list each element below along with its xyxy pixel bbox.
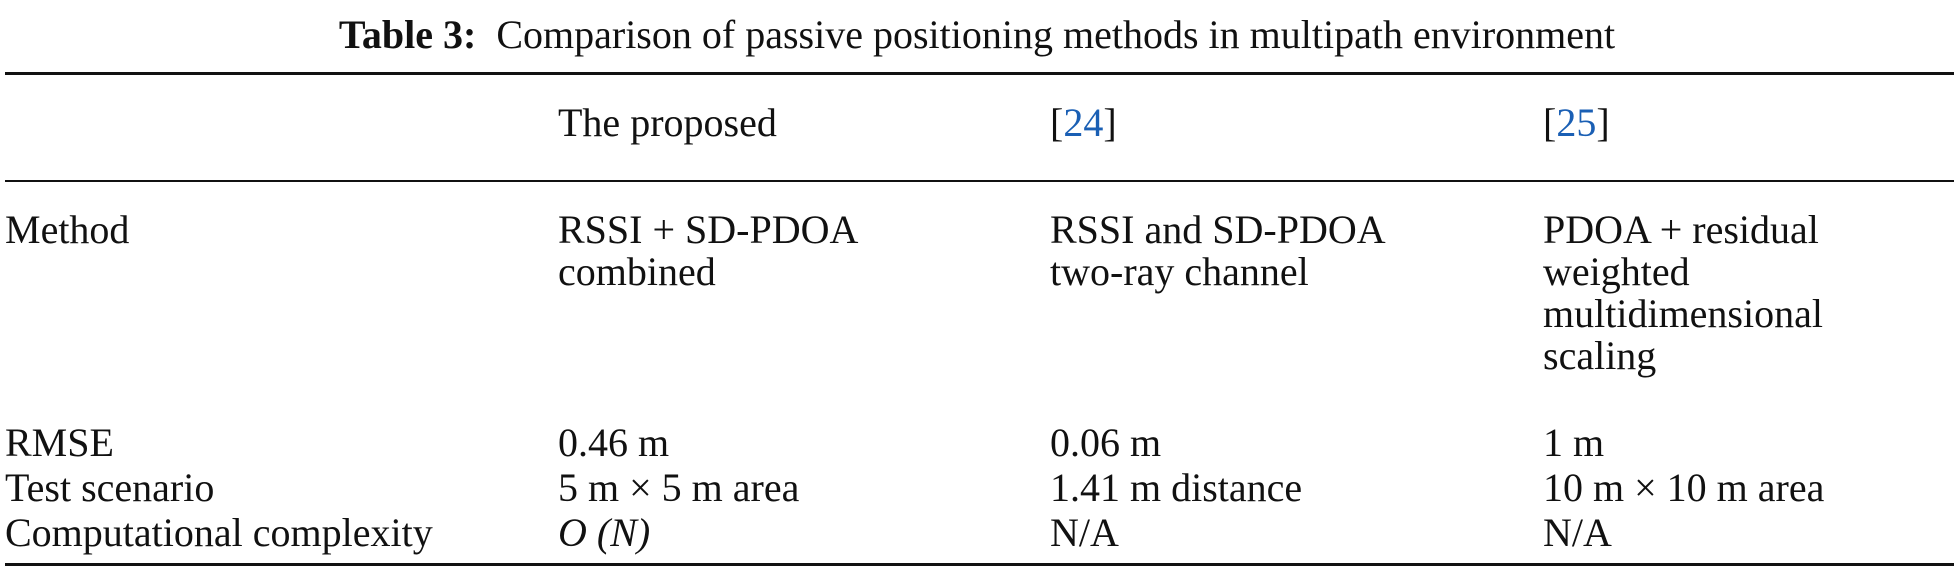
cell-line: RSSI and SD-PDOA <box>1050 207 1386 252</box>
cell-line: RSSI + SD-PDOA <box>558 207 859 252</box>
cell-line: PDOA + residual <box>1543 207 1819 252</box>
table-caption: Table 3: Comparison of passive positioni… <box>0 10 1954 60</box>
bracket: ] <box>1596 100 1610 145</box>
cell-proposed: 5 m × 5 m area <box>558 465 800 510</box>
cell-proposed: O (N) <box>558 510 651 555</box>
caption-label: Table 3: <box>338 12 477 57</box>
cell-proposed: RSSI + SD-PDOA combined <box>558 209 858 293</box>
bracket: ] <box>1103 100 1117 145</box>
cell-line: two-ray channel <box>1050 249 1309 294</box>
cell-ref-24: 1.41 m distance <box>1050 465 1303 510</box>
header-rule <box>5 180 1954 182</box>
row-label: Computational complexity <box>5 510 433 555</box>
top-rule <box>5 72 1954 75</box>
cell-line: combined <box>558 249 716 294</box>
bracket: [ <box>1050 100 1064 145</box>
cell-line: weighted <box>1543 249 1690 294</box>
bottom-rule <box>5 563 1954 566</box>
cell-ref-24: 0.06 m <box>1050 420 1162 465</box>
cell-ref-25: 1 m <box>1543 420 1605 465</box>
row-label: RMSE <box>5 420 114 465</box>
row-label: Test scenario <box>5 465 215 510</box>
cell-ref-24: N/A <box>1050 510 1119 555</box>
cell-ref-25: N/A <box>1543 510 1612 555</box>
header-ref-24: [24] <box>1050 100 1117 145</box>
cell-line: multidimensional <box>1543 291 1823 336</box>
row-label: Method <box>5 207 130 252</box>
cell-ref-25: PDOA + residual weighted multidimensiona… <box>1543 209 1823 377</box>
header-proposed: The proposed <box>558 100 777 145</box>
bracket: [ <box>1543 100 1557 145</box>
cell-proposed: 0.46 m <box>558 420 670 465</box>
cell-ref-24: RSSI and SD-PDOA two-ray channel <box>1050 209 1386 293</box>
cell-line: scaling <box>1543 333 1657 378</box>
reference-link-25[interactable]: 25 <box>1556 100 1597 145</box>
reference-link-24[interactable]: 24 <box>1063 100 1104 145</box>
header-ref-25: [25] <box>1543 100 1610 145</box>
cell-ref-25: 10 m × 10 m area <box>1543 465 1825 510</box>
caption-text: Comparison of passive positioning method… <box>496 12 1616 57</box>
